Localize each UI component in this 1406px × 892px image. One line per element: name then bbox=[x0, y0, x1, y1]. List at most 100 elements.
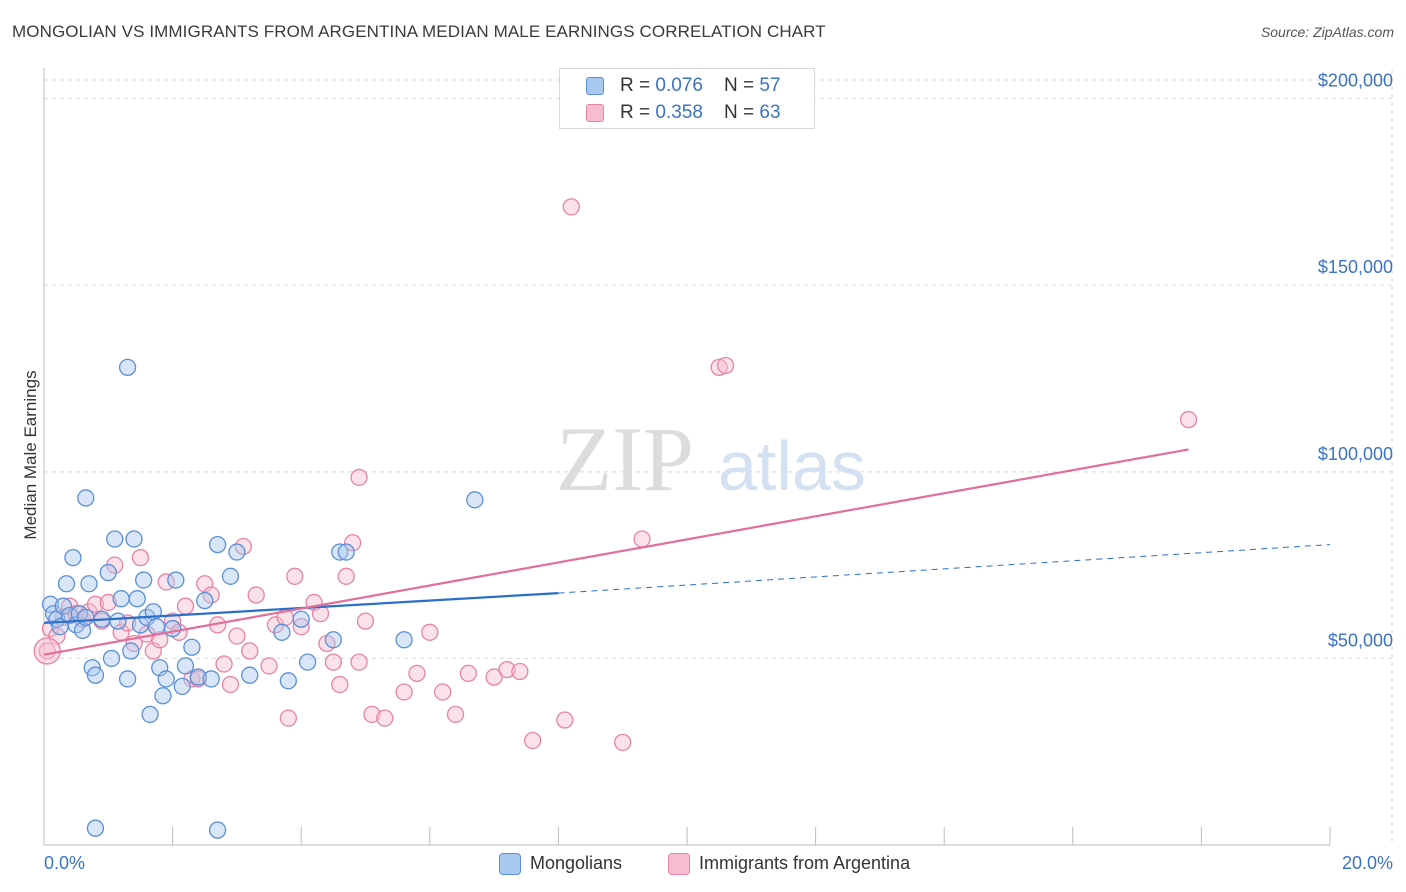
point-argentina bbox=[376, 709, 394, 727]
point-mongolians bbox=[273, 623, 291, 641]
point-mongolians bbox=[73, 621, 92, 640]
legend-n-label: N = bbox=[724, 75, 760, 96]
point-mongolians bbox=[466, 491, 484, 509]
point-argentina bbox=[324, 653, 343, 671]
legend-text: R = 0.076 N = 57 bbox=[620, 74, 781, 98]
watermark: ZIP atlas bbox=[556, 408, 866, 510]
x-tick-label-max: 20.0% bbox=[1342, 853, 1393, 873]
correlation-legend: R = 0.076 N = 57 R = 0.358 N = 63 bbox=[559, 68, 815, 129]
trend-line-mongolians-extension bbox=[558, 544, 1331, 594]
point-argentina bbox=[215, 655, 233, 673]
point-argentina bbox=[556, 711, 574, 729]
point-mongolians bbox=[279, 672, 297, 690]
point-mongolians bbox=[80, 575, 98, 593]
axis-labels: $50,000 $100,000 $150,000 $200,000 0.0% 20.0%… bbox=[21, 71, 1393, 873]
point-argentina bbox=[221, 675, 240, 694]
point-argentina bbox=[633, 530, 651, 548]
series-mongolians-points bbox=[41, 358, 484, 839]
legend-r-value: 0.358 bbox=[655, 102, 703, 123]
point-mongolians bbox=[173, 677, 191, 696]
point-mongolians bbox=[163, 619, 182, 638]
point-mongolians bbox=[337, 543, 355, 561]
legend-n-label: N = bbox=[724, 102, 760, 123]
point-mongolians bbox=[77, 489, 95, 507]
watermark-zip: ZIP bbox=[556, 408, 694, 510]
point-mongolians bbox=[57, 575, 76, 593]
y-axis-title: Median Male Earnings bbox=[21, 370, 40, 539]
point-argentina bbox=[350, 653, 368, 671]
point-argentina bbox=[241, 642, 259, 660]
point-argentina bbox=[228, 627, 246, 645]
point-mongolians bbox=[118, 358, 137, 376]
point-mongolians bbox=[221, 567, 240, 585]
point-mongolians bbox=[54, 597, 72, 615]
point-mongolians bbox=[147, 618, 166, 636]
trend-line-argentina bbox=[43, 448, 1189, 656]
point-argentina bbox=[716, 356, 735, 375]
point-argentina bbox=[710, 358, 728, 376]
chart-title: MONGOLIAN VS IMMIGRANTS FROM ARGENTINA M… bbox=[12, 22, 826, 41]
bottom-legend-swatch-pink bbox=[668, 853, 690, 875]
point-mongolians bbox=[208, 821, 227, 839]
point-argentina bbox=[421, 623, 439, 641]
point-mongolians bbox=[298, 653, 317, 671]
point-argentina bbox=[524, 731, 542, 750]
point-mongolians bbox=[109, 612, 127, 630]
point-argentina bbox=[99, 593, 117, 612]
bottom-legend-label: Mongolians bbox=[530, 853, 623, 873]
y-tick-label: $150,000 bbox=[1318, 257, 1393, 277]
series-argentina-points bbox=[33, 198, 1198, 752]
point-argentina bbox=[614, 733, 632, 752]
point-argentina bbox=[459, 664, 478, 682]
point-argentina bbox=[446, 705, 465, 724]
gridlines bbox=[44, 70, 1393, 845]
legend-n-value: 57 bbox=[759, 75, 781, 96]
point-mongolians bbox=[125, 530, 143, 548]
point-mongolians bbox=[292, 610, 310, 628]
point-mongolians bbox=[154, 687, 172, 705]
point-mongolians bbox=[99, 563, 117, 582]
y-tick-label: $200,000 bbox=[1318, 71, 1393, 91]
point-mongolians bbox=[86, 819, 105, 837]
point-mongolians bbox=[196, 591, 214, 610]
point-mongolians bbox=[141, 705, 159, 724]
point-mongolians bbox=[86, 666, 105, 684]
watermark-atlas: atlas bbox=[718, 427, 866, 505]
y-tick-label: $50,000 bbox=[1328, 630, 1393, 650]
point-mongolians bbox=[106, 530, 124, 548]
point-mongolians bbox=[176, 657, 195, 675]
point-mongolians bbox=[41, 595, 60, 613]
point-mongolians bbox=[112, 590, 130, 608]
point-mongolians bbox=[202, 670, 220, 688]
legend-r-value: 0.076 bbox=[655, 75, 703, 96]
point-argentina bbox=[356, 612, 375, 630]
bottom-legend-swatch-blue bbox=[499, 853, 521, 875]
point-argentina bbox=[343, 534, 362, 552]
legend-swatch-blue bbox=[586, 77, 604, 95]
point-argentina bbox=[86, 595, 105, 613]
legend-r-label: R = bbox=[620, 75, 656, 96]
legend-r-label: R = bbox=[620, 102, 656, 123]
point-mongolians bbox=[157, 670, 175, 688]
point-argentina bbox=[350, 468, 368, 487]
point-mongolians bbox=[102, 649, 121, 668]
point-mongolians bbox=[395, 631, 413, 649]
legend-text: R = 0.358 N = 63 bbox=[620, 101, 781, 125]
point-argentina bbox=[131, 549, 150, 567]
point-argentina bbox=[279, 709, 297, 727]
point-mongolians bbox=[77, 608, 95, 627]
point-argentina bbox=[408, 664, 426, 682]
point-argentina bbox=[331, 675, 349, 694]
point-argentina bbox=[260, 657, 278, 675]
point-mongolians bbox=[189, 668, 207, 686]
point-argentina bbox=[562, 198, 580, 216]
point-mongolians bbox=[167, 571, 185, 589]
point-mongolians bbox=[331, 543, 349, 561]
point-mongolians bbox=[118, 670, 137, 688]
point-mongolians bbox=[228, 543, 246, 561]
point-argentina bbox=[363, 705, 381, 724]
point-mongolians bbox=[208, 535, 227, 554]
source-credit: Source: ZipAtlas.com bbox=[1260, 24, 1394, 40]
point-argentina-cluster bbox=[33, 637, 61, 665]
